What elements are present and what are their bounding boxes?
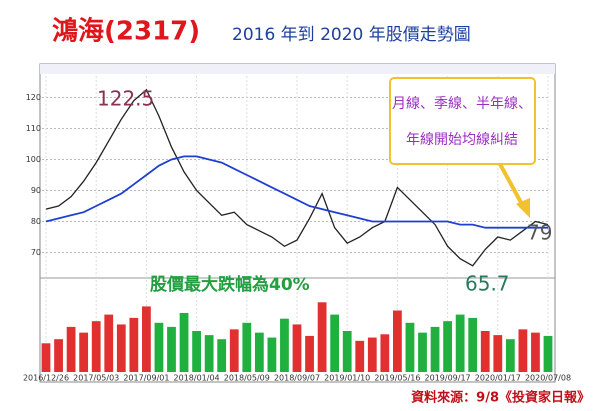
x-tick-label: 2016/12/26 (23, 374, 69, 383)
volume-bar (192, 331, 201, 372)
volume-bar (242, 322, 252, 372)
volume-bar (367, 337, 377, 372)
y-tick-label: 110 (26, 124, 41, 133)
volume-bar (41, 343, 51, 372)
volume-bar (204, 335, 214, 372)
source: 資料來源：9/8《投資家日報》 (411, 390, 590, 406)
volume-bar (430, 326, 440, 372)
x-tick-label: 2018/05/09 (224, 374, 270, 383)
volume-bar (317, 302, 327, 372)
volume-bar (342, 331, 352, 372)
annotation: 122.5 (97, 87, 154, 111)
volume-bar (418, 332, 427, 372)
y-tick-label: 90 (31, 186, 41, 195)
volume-bar (167, 326, 176, 372)
callout-text: 年線開始均線糾結 (406, 132, 518, 148)
volume-bar (380, 334, 390, 372)
volume-bar (480, 331, 490, 372)
volume-bar (79, 332, 89, 372)
x-tick-label: 2020/07/08 (525, 374, 571, 383)
volume-bar (129, 317, 139, 372)
x-tick-label: 2020/01/17 (475, 374, 521, 383)
volume-bar (468, 317, 478, 372)
y-tick-label: 70 (31, 248, 41, 257)
volume-bar (116, 324, 126, 372)
price-line (45, 155, 548, 229)
volume-bar (405, 322, 415, 372)
volume-bar (254, 332, 264, 372)
volume-bar (217, 339, 227, 372)
volume-bar (355, 340, 365, 372)
info-bar (40, 64, 555, 74)
volume-bar (91, 321, 101, 372)
callout-text: 月線、季線、半年線、 (392, 96, 532, 112)
chart-subtitle: 2016 年到 2020 年股價走勢圖 (232, 25, 471, 45)
volume-bar (229, 329, 239, 372)
volume-bar (280, 318, 289, 372)
volume-bar (493, 335, 503, 372)
volume-bar (393, 310, 402, 372)
x-tick-label: 2017/05/03 (73, 374, 119, 383)
volume-bar (443, 321, 452, 372)
x-tick-label: 2019/05/16 (374, 374, 420, 383)
x-tick-label: 2019/09/17 (425, 374, 471, 383)
volume-bar (305, 335, 314, 372)
x-tick-label: 2018/09/07 (274, 374, 320, 383)
annotation: 79 (527, 221, 552, 245)
volume-bar (154, 322, 164, 372)
volume-bar (505, 339, 515, 372)
y-tick-label: 80 (31, 217, 41, 226)
annotation: 股價最大跌幅為40% (150, 274, 310, 295)
annotation: 65.7 (465, 272, 510, 296)
volume-bar (267, 337, 277, 372)
callout-arrowhead (516, 198, 530, 218)
volume-bar (66, 326, 76, 372)
volume-bar (543, 335, 553, 372)
x-tick-label: 2017/09/01 (123, 374, 169, 383)
price-line (45, 88, 549, 267)
callout-box (389, 77, 536, 165)
volume-bar (292, 324, 302, 372)
volume-bar (104, 314, 114, 372)
volume-bar (531, 332, 540, 372)
y-tick-label: 100 (26, 155, 41, 164)
x-tick-label: 2018/01/04 (174, 374, 220, 383)
volume-bar (142, 306, 151, 372)
y-tick-label: 120 (26, 93, 41, 102)
x-tick-label: 2019/01/10 (324, 374, 370, 383)
volume-bar (54, 339, 63, 372)
volume-bar (179, 312, 189, 372)
volume-bar (455, 314, 465, 372)
chart-title: 鴻海(2317) (52, 16, 200, 47)
volume-bar (330, 314, 340, 372)
volume-bar (518, 329, 528, 372)
callout-arrow (498, 163, 526, 209)
